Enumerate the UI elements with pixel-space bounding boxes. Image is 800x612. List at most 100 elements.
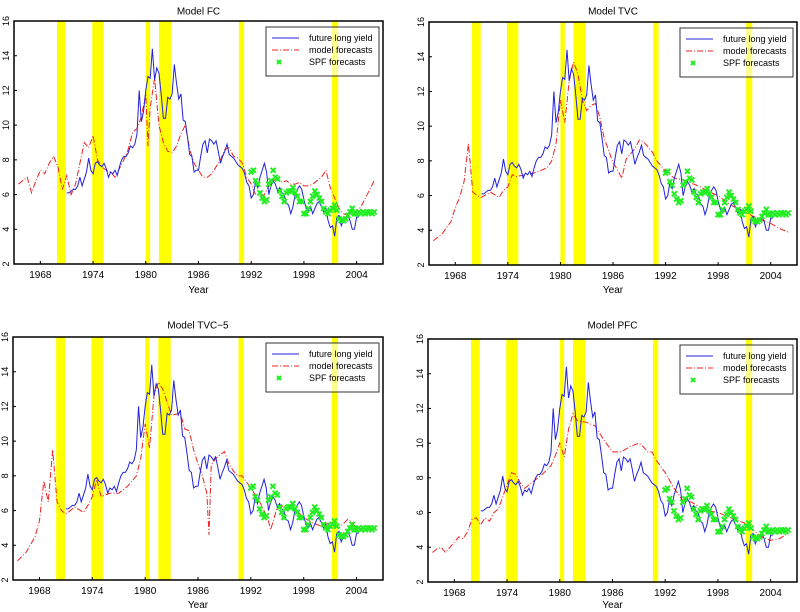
spf-legend-marker <box>276 59 282 65</box>
spf-forecast-point <box>785 526 792 534</box>
spf-marker-stroke <box>695 199 702 206</box>
spf-forecast-point <box>703 502 711 509</box>
future-long-yield-line <box>66 48 359 237</box>
x-tick-label: 1974 <box>82 270 105 281</box>
spf-forecast-point <box>256 505 263 513</box>
spf-marker-stroke <box>315 510 323 518</box>
x-axis-label: Year <box>603 285 624 296</box>
spf-forecast-point <box>348 521 356 528</box>
spf-forecast-point <box>688 176 696 184</box>
spf-marker-stroke <box>688 176 696 184</box>
spf-marker-stroke <box>705 507 713 515</box>
spf-marker-stroke <box>254 180 262 188</box>
y-tick-label: 6 <box>416 193 426 198</box>
x-axis-label: Year <box>602 600 623 611</box>
legend-label: SPF forecasts <box>309 57 366 67</box>
y-tick-label: 16 <box>0 332 10 342</box>
spf-forecast-point <box>309 509 316 516</box>
model-forecasts-line <box>17 380 375 562</box>
spf-forecast-point <box>721 516 728 523</box>
spf-marker-stroke <box>677 197 685 204</box>
spf-forecast-point <box>289 184 297 191</box>
x-tick-label: 1968 <box>444 271 467 282</box>
legend-model-forecasts: model forecasts <box>686 46 787 56</box>
spf-marker-stroke <box>331 201 338 209</box>
legend-label: SPF forecasts <box>723 375 780 385</box>
spf-forecast-point <box>293 509 301 516</box>
spf-marker-stroke <box>348 521 356 528</box>
spf-forecast-point <box>269 167 277 174</box>
y-tick-label: 10 <box>1 120 11 130</box>
spf-marker-stroke <box>302 526 310 533</box>
spf-marker-stroke <box>730 512 737 520</box>
spf-forecast-point <box>683 485 691 492</box>
spf-marker-stroke <box>349 205 356 212</box>
spf-marker-stroke <box>294 193 301 200</box>
recession-band <box>506 22 519 265</box>
legend-model-forecasts: model forecasts <box>272 45 373 55</box>
spf-legend-marker <box>690 60 696 66</box>
spf-forecast-point <box>263 512 270 519</box>
y-tick-label: 14 <box>0 367 10 377</box>
spf-marker-stroke <box>723 194 731 201</box>
legend-label: model forecasts <box>309 45 373 55</box>
y-tick-label: 4 <box>0 543 10 548</box>
recession-band <box>332 21 339 264</box>
spf-marker-stroke <box>721 516 728 523</box>
spf-marker-stroke <box>690 505 697 513</box>
spf-marker-stroke <box>371 208 378 216</box>
x-tick-label: 1998 <box>293 270 316 281</box>
spf-marker-stroke <box>664 168 671 175</box>
x-tick-label: 2004 <box>760 588 783 599</box>
spf-forecast-point <box>305 205 312 212</box>
spf-forecast-point <box>671 190 678 198</box>
spf-forecast-point <box>664 485 671 492</box>
recession-band <box>331 337 339 580</box>
spf-marker-stroke <box>320 205 327 212</box>
spf-forecast-point <box>712 516 719 523</box>
spf-marker-stroke <box>274 175 281 183</box>
spf-forecast-point <box>684 168 691 175</box>
spf-marker-stroke <box>280 198 288 205</box>
x-tick-label: 1986 <box>602 271 625 282</box>
spf-marker-stroke <box>708 511 715 518</box>
x-tick-label: 1992 <box>654 271 677 282</box>
spf-marker-stroke <box>732 199 739 206</box>
spf-forecast-point <box>263 196 270 203</box>
y-tick-label: 4 <box>1 227 11 232</box>
recession-band <box>145 337 150 580</box>
y-tick-label: 16 <box>416 17 426 27</box>
spf-marker-stroke <box>721 199 728 206</box>
spf-marker-stroke <box>677 514 684 521</box>
spf-marker-stroke <box>313 191 321 198</box>
legend: future long yield model forecasts SPF fore… <box>265 342 380 393</box>
spf-marker-stroke <box>289 500 296 507</box>
recession-band <box>559 339 565 582</box>
x-tick-label: 2004 <box>346 270 369 281</box>
spf-marker-stroke <box>763 523 770 530</box>
x-tick-label: 1980 <box>135 270 158 281</box>
spf-forecast-point <box>280 514 288 521</box>
spf-marker-stroke <box>683 485 691 492</box>
spf-forecast-point <box>318 198 325 205</box>
y-tick-label: 6 <box>415 510 425 515</box>
spf-marker-stroke <box>684 168 691 175</box>
spf-marker-stroke <box>763 206 770 213</box>
y-tick-label: 14 <box>416 52 426 62</box>
x-tick-label: 1968 <box>29 270 52 281</box>
spf-marker-stroke <box>258 194 266 202</box>
spf-forecast-point <box>331 201 338 209</box>
spf-marker-stroke <box>747 524 755 532</box>
chart-title: Model TVC <box>588 6 638 17</box>
recession-band <box>652 339 659 582</box>
spf-forecast-point <box>677 197 685 204</box>
x-tick-label: 1968 <box>443 588 466 599</box>
spf-forecast-point <box>276 187 283 195</box>
spf-marker-stroke <box>331 517 338 525</box>
spf-forecast-point <box>747 524 755 532</box>
spf-forecast-point <box>269 483 277 490</box>
spf-forecast-point <box>690 505 697 513</box>
spf-forecast-point <box>668 181 676 189</box>
spf-marker-stroke <box>745 202 753 210</box>
spf-forecast-point <box>763 206 770 213</box>
